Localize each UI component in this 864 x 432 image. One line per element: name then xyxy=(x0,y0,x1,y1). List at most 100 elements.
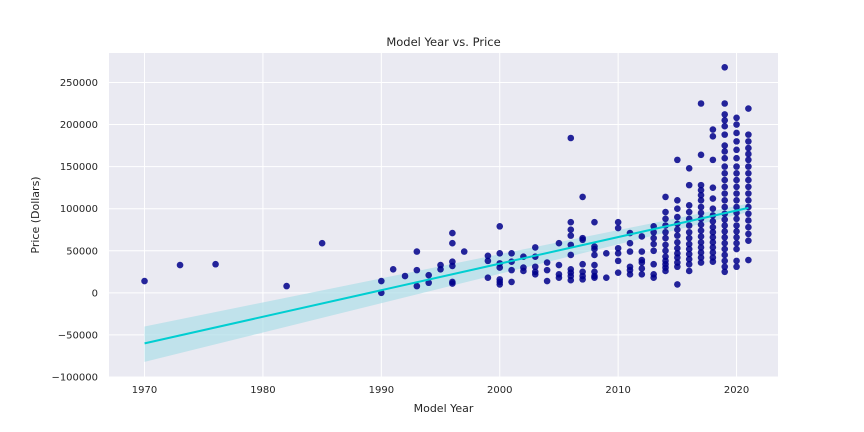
data-point xyxy=(389,265,397,273)
data-point xyxy=(638,265,646,272)
data-point xyxy=(674,254,681,261)
data-point xyxy=(650,240,657,248)
data-point xyxy=(555,239,563,247)
data-point xyxy=(674,281,681,288)
data-point xyxy=(662,247,669,255)
data-point xyxy=(721,117,729,124)
data-point xyxy=(745,176,752,184)
data-point xyxy=(721,203,729,211)
data-point xyxy=(626,271,634,278)
data-point xyxy=(413,266,421,274)
data-point xyxy=(496,249,504,257)
data-point xyxy=(650,274,657,281)
data-point xyxy=(378,277,385,285)
data-point xyxy=(484,252,492,260)
y-tick-label: 200000 xyxy=(60,120,98,131)
data-point xyxy=(745,183,752,191)
data-point xyxy=(685,240,693,248)
data-point xyxy=(745,217,752,224)
data-point xyxy=(721,268,729,276)
data-point xyxy=(425,279,432,287)
data-point xyxy=(567,226,575,234)
data-point xyxy=(697,259,705,266)
y-tick-labels: −100000 −50000 0 50000 100000 150000 200000 250… xyxy=(51,78,98,384)
data-point xyxy=(721,245,729,253)
data-point xyxy=(685,202,693,209)
data-point xyxy=(685,228,693,236)
data-point xyxy=(579,260,586,268)
data-point xyxy=(721,222,729,229)
data-point xyxy=(603,249,610,257)
data-point xyxy=(733,234,740,241)
data-point xyxy=(685,245,693,253)
data-point xyxy=(733,257,740,265)
data-point xyxy=(745,170,752,177)
chart-title: Model Year vs. Price xyxy=(386,35,500,49)
data-point xyxy=(745,150,752,158)
data-point xyxy=(721,111,729,118)
data-point xyxy=(697,227,705,234)
data-point xyxy=(212,260,219,268)
data-point xyxy=(531,263,539,271)
data-point xyxy=(709,244,717,251)
data-point xyxy=(709,228,717,236)
data-point xyxy=(531,271,539,278)
data-point xyxy=(721,154,729,162)
data-point xyxy=(685,260,693,268)
data-point xyxy=(733,114,740,122)
data-point xyxy=(733,196,740,204)
data-point xyxy=(721,64,729,71)
data-point xyxy=(674,226,681,234)
data-point xyxy=(709,249,717,256)
y-tick-label: 250000 xyxy=(60,78,98,89)
data-point xyxy=(733,190,740,197)
data-point xyxy=(685,181,693,189)
data-point xyxy=(674,213,681,221)
data-point xyxy=(733,215,740,223)
data-point xyxy=(697,254,705,261)
x-tick-labels: 1970 1980 1990 2000 2010 2020 xyxy=(132,385,749,396)
data-point xyxy=(650,247,657,255)
data-point xyxy=(614,257,622,265)
data-point xyxy=(745,210,752,218)
data-point xyxy=(745,138,752,145)
data-point xyxy=(709,126,717,133)
data-point xyxy=(721,142,729,149)
data-point xyxy=(674,156,681,164)
data-point xyxy=(697,191,705,199)
data-point xyxy=(697,209,705,217)
data-point xyxy=(697,239,705,246)
data-point xyxy=(449,280,456,287)
data-point xyxy=(650,228,657,236)
data-point xyxy=(674,232,681,239)
data-point xyxy=(413,282,421,290)
data-point xyxy=(543,277,551,285)
data-point xyxy=(697,203,705,211)
data-point xyxy=(709,234,717,241)
data-point xyxy=(508,266,515,274)
data-point xyxy=(685,267,693,275)
data-point xyxy=(745,163,752,170)
data-point xyxy=(709,156,717,164)
data-point xyxy=(709,239,717,246)
data-point xyxy=(401,272,409,280)
data-point xyxy=(662,208,669,216)
data-point xyxy=(733,170,740,177)
x-tick-label: 1970 xyxy=(132,385,157,396)
data-point xyxy=(697,196,705,204)
data-point xyxy=(697,151,705,159)
data-point xyxy=(674,205,681,212)
data-point xyxy=(579,193,586,201)
data-point xyxy=(626,248,634,255)
data-point xyxy=(709,205,717,212)
data-point xyxy=(614,218,622,226)
data-point xyxy=(614,244,622,252)
x-tick-label: 2000 xyxy=(487,385,512,396)
data-point xyxy=(283,282,290,290)
data-point xyxy=(567,251,575,259)
data-point xyxy=(745,196,752,204)
data-point xyxy=(591,218,598,226)
data-point xyxy=(496,223,504,230)
data-point xyxy=(425,271,432,279)
data-point xyxy=(745,256,752,264)
